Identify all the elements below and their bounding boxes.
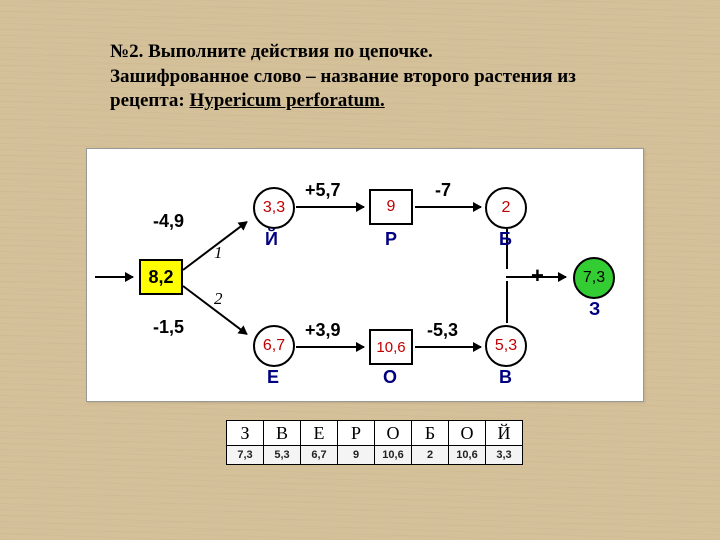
top-arrow-2 [415, 206, 481, 208]
answer-value: 7,3 [227, 446, 264, 465]
letter-bot1: Е [267, 367, 279, 388]
bot-arrow-1 [296, 346, 364, 348]
op-plus: + [531, 263, 544, 289]
entry-arrow [95, 276, 133, 278]
merge-up [506, 281, 508, 323]
answer-value: 9 [338, 446, 375, 465]
top-node-2: 9 [369, 189, 413, 225]
task-line1: Выполните действия по цепочке. [148, 41, 433, 62]
task-latin: Hypericum perforatum. [189, 90, 384, 111]
answer-letter: Е [301, 421, 338, 446]
answer-letter: З [227, 421, 264, 446]
letter-bot2: О [383, 367, 397, 388]
answer-value: 2 [412, 446, 449, 465]
branch-label-1: 1 [214, 243, 223, 263]
answer-letter: Р [338, 421, 375, 446]
answer-value: 5,3 [264, 446, 301, 465]
end-node: 7,3 [573, 257, 615, 299]
bot-node-3: 5,3 [485, 325, 527, 367]
bot-node-1: 6,7 [253, 325, 295, 367]
op-bot-2: -5,3 [427, 320, 458, 341]
answer-table: З В Е Р О Б О Й 7,3 5,3 6,7 9 10,6 2 10,… [226, 420, 523, 465]
top-node-3: 2 [485, 187, 527, 229]
task-text: №2. Выполните действия по цепочке. Зашиф… [110, 40, 630, 114]
answer-letter: О [449, 421, 486, 446]
start-node: 8,2 [139, 259, 183, 295]
op-branch-down: -1,5 [153, 317, 184, 338]
flow-diagram: 8,2 3,3 9 2 6,7 10,6 5,3 7,3 -4,9 -1,5 +… [86, 148, 644, 402]
bot-arrow-2 [415, 346, 481, 348]
answer-value: 3,3 [486, 446, 523, 465]
answer-letter: Й [486, 421, 523, 446]
answer-value: 6,7 [301, 446, 338, 465]
op-top-1: +5,7 [305, 180, 341, 201]
op-bot-1: +3,9 [305, 320, 341, 341]
op-top-2: -7 [435, 180, 451, 201]
answer-value: 10,6 [449, 446, 486, 465]
op-branch-up: -4,9 [153, 211, 184, 232]
letter-top3: Б [499, 229, 512, 250]
answer-letter: В [264, 421, 301, 446]
answer-row-letters: З В Е Р О Б О Й [227, 421, 523, 446]
letter-top2: Р [385, 229, 397, 250]
bot-node-2: 10,6 [369, 329, 413, 365]
top-arrow-1 [296, 206, 364, 208]
task-number: №2. [110, 41, 148, 62]
answer-letter: Б [412, 421, 449, 446]
answer-letter: О [375, 421, 412, 446]
letter-end: З [589, 299, 600, 320]
top-node-1: 3,3 [253, 187, 295, 229]
answer-row-values: 7,3 5,3 6,7 9 10,6 2 10,6 3,3 [227, 446, 523, 465]
letter-bot3: В [499, 367, 512, 388]
branch-label-2: 2 [214, 289, 223, 309]
letter-top1: Й [265, 229, 278, 250]
answer-value: 10,6 [375, 446, 412, 465]
